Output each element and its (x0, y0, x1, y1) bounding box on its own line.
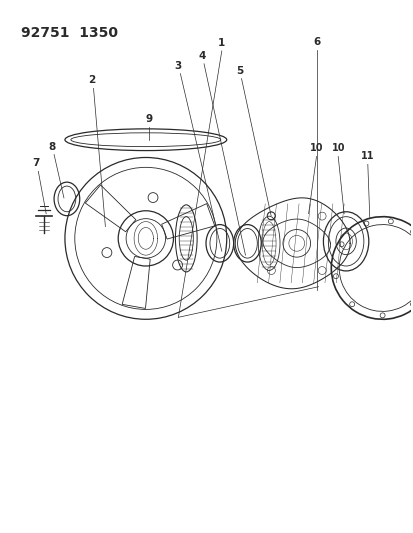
Text: 6: 6 (312, 37, 319, 47)
Text: 7: 7 (33, 158, 40, 168)
Text: 11: 11 (360, 151, 374, 161)
Text: 10: 10 (331, 142, 344, 152)
Text: 92751  1350: 92751 1350 (21, 26, 117, 41)
Text: 2: 2 (88, 76, 95, 85)
Text: 9: 9 (145, 114, 152, 124)
Text: 3: 3 (174, 61, 182, 71)
Text: 10: 10 (309, 142, 323, 152)
Text: 5: 5 (235, 66, 242, 76)
Text: 8: 8 (48, 142, 56, 151)
Text: 4: 4 (198, 51, 205, 61)
Text: 1: 1 (218, 38, 225, 48)
